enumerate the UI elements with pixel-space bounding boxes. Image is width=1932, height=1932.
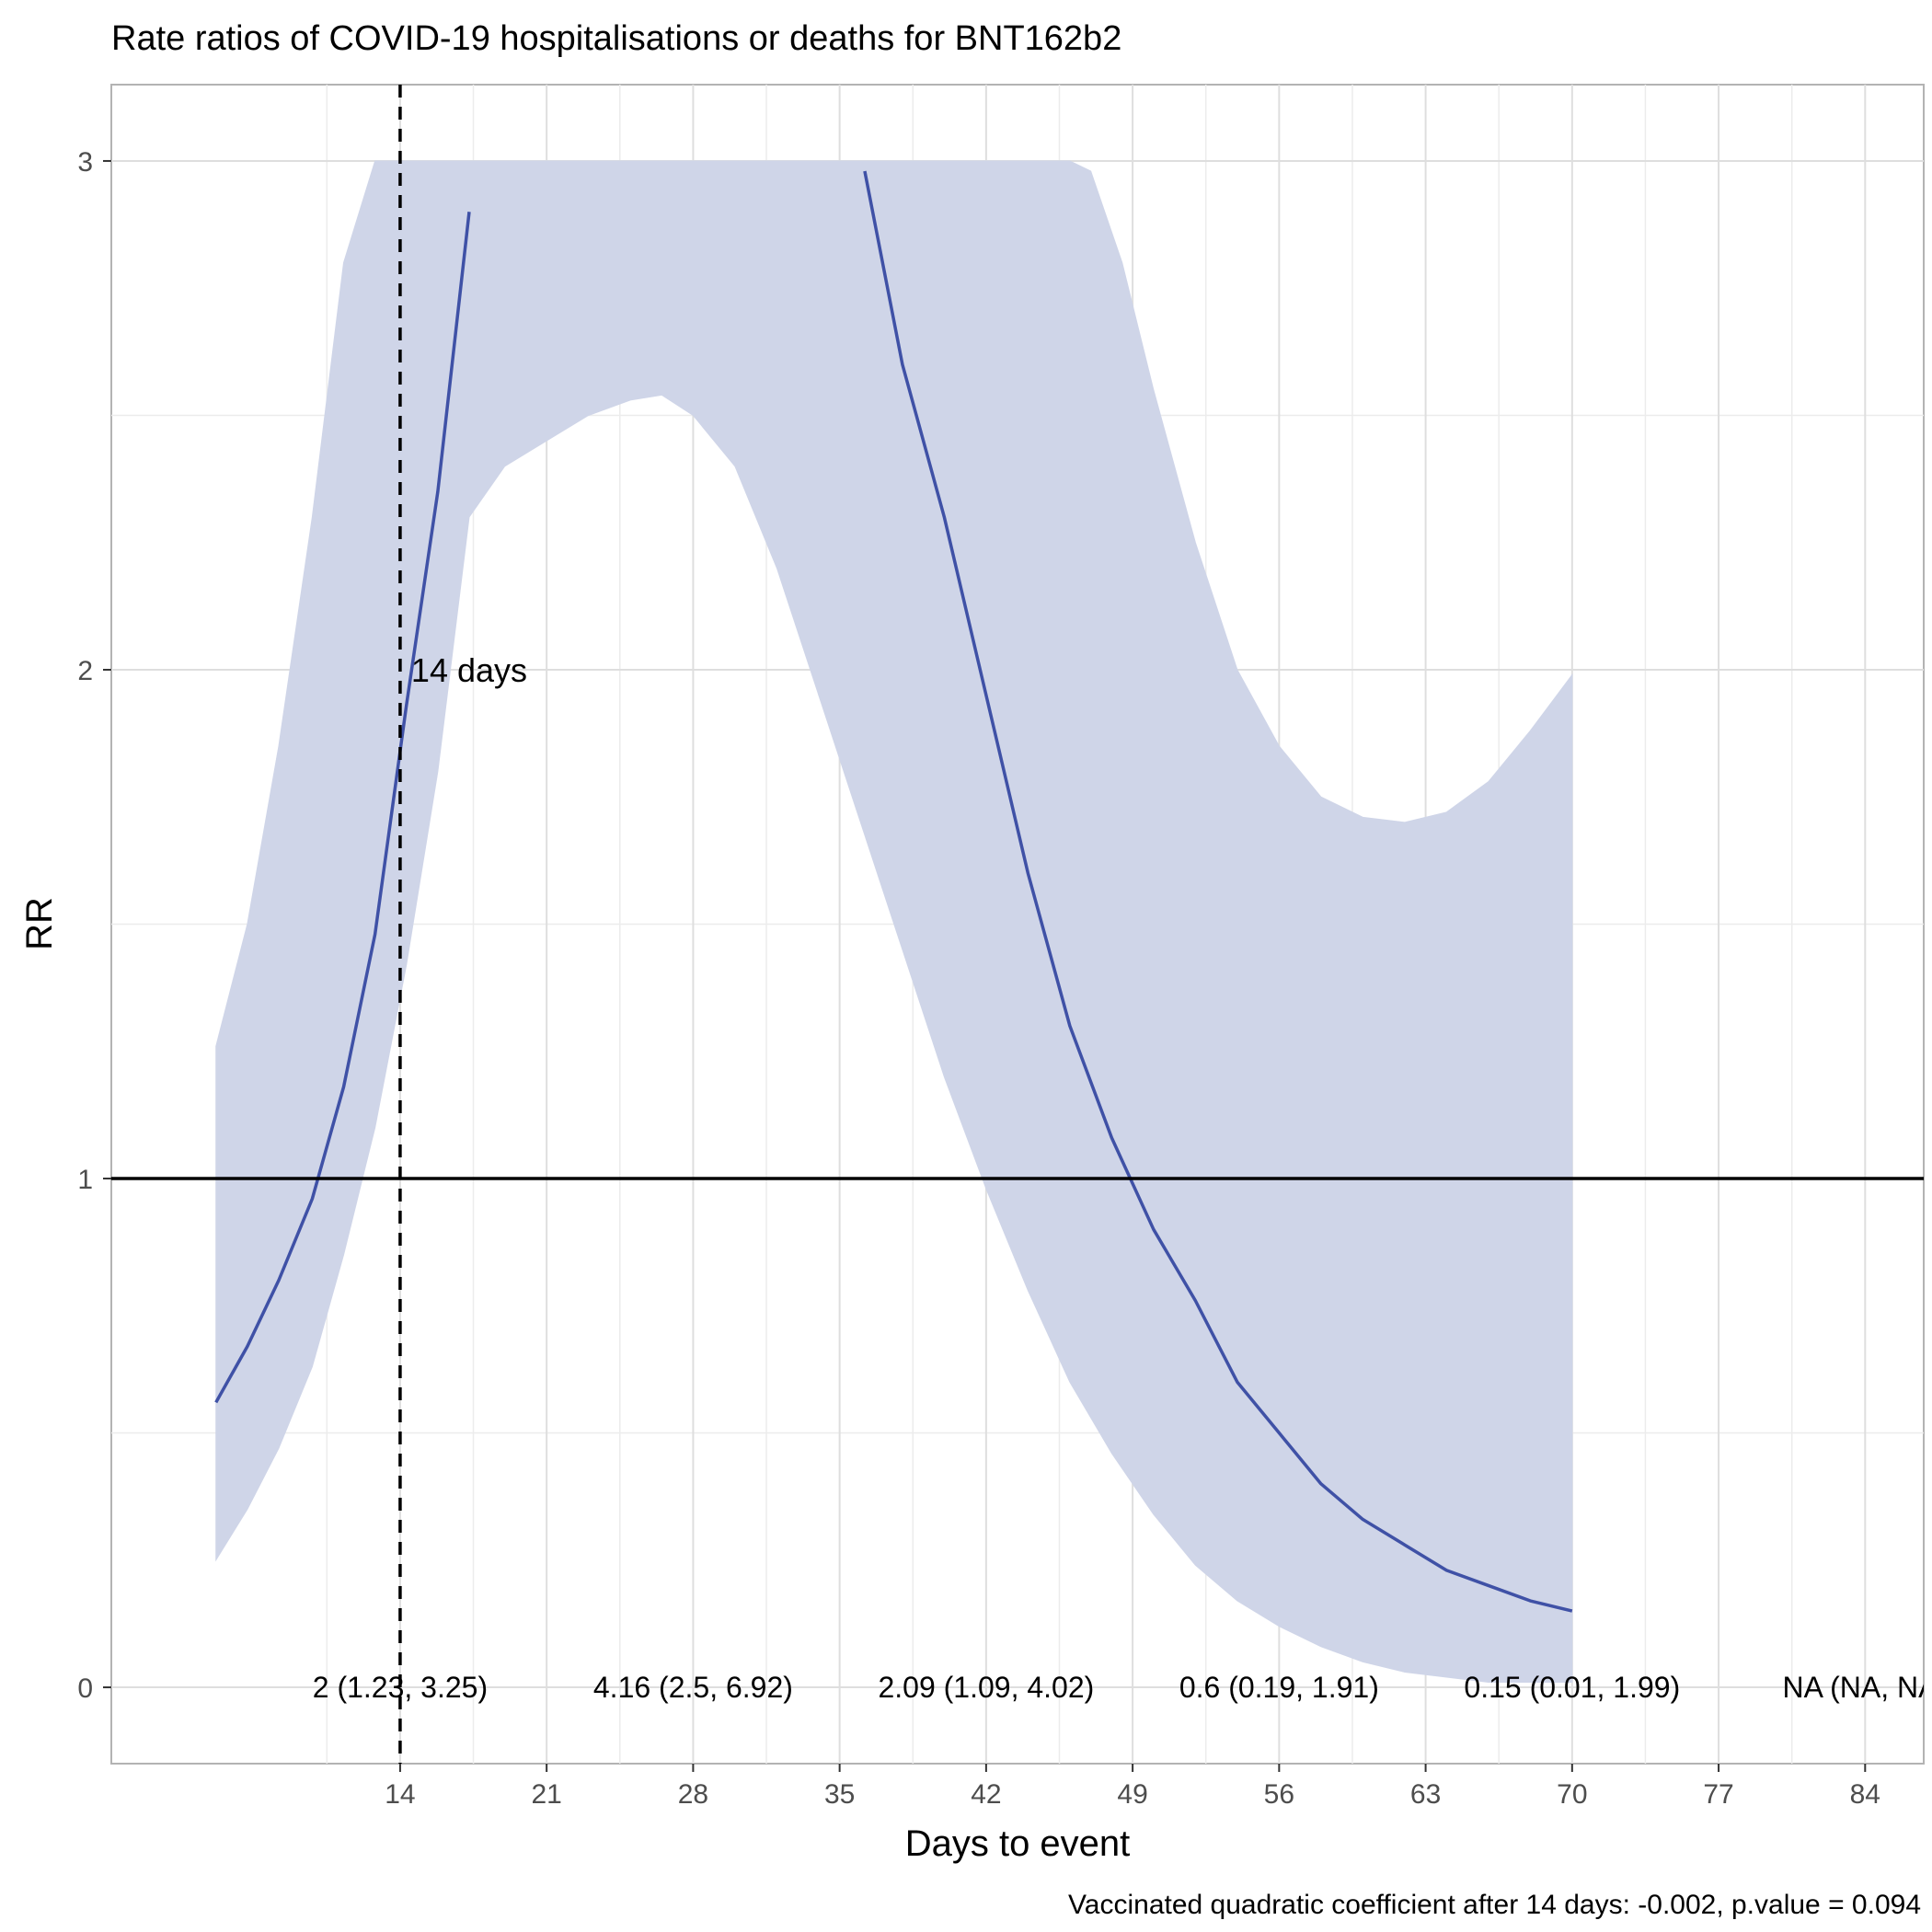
x-tick-label-49: 49 xyxy=(1117,1779,1147,1810)
y-tick-label-0: 0 xyxy=(77,1673,93,1704)
x-axis-ticks: 14 21 28 35 42 49 56 63 70 77 84 xyxy=(385,1764,1880,1810)
x-tick-label-56: 56 xyxy=(1264,1779,1294,1810)
estimate-label-0: 2 (1.23, 3.25) xyxy=(313,1671,488,1704)
vertical-line-label: 14 days xyxy=(411,651,527,689)
x-tick-label-84: 84 xyxy=(1850,1779,1880,1810)
x-tick-label-35: 35 xyxy=(824,1779,855,1810)
x-tick-label-70: 70 xyxy=(1557,1779,1587,1810)
x-tick-label-14: 14 xyxy=(385,1779,415,1810)
rate-ratio-lines xyxy=(214,170,1573,1613)
chart-title: Rate ratios of COVID-19 hospitalisations… xyxy=(111,19,1121,58)
confidence-bands xyxy=(215,160,1573,1684)
x-tick-label-77: 77 xyxy=(1703,1779,1733,1810)
caption: Vaccinated quadratic coefficient after 1… xyxy=(1068,1890,1921,1920)
estimate-annotations: 2 (1.23, 3.25) 4.16 (2.5, 6.92) 2.09 (1.09… xyxy=(313,1671,1932,1704)
confidence-band-2 xyxy=(468,160,820,696)
rr-line-1 xyxy=(214,212,471,1404)
x-tick-label-28: 28 xyxy=(678,1779,708,1810)
y-axis-title: RR xyxy=(19,897,60,950)
estimate-label-5: NA (NA, NA) xyxy=(1783,1671,1932,1704)
x-tick-label-42: 42 xyxy=(971,1779,1001,1810)
estimate-label-2: 2.09 (1.09, 4.02) xyxy=(878,1671,1094,1704)
estimate-label-3: 0.6 (0.19, 1.91) xyxy=(1179,1671,1379,1704)
y-axis-ticks: 0 1 2 3 xyxy=(77,147,111,1704)
y-tick-label-2: 2 xyxy=(77,656,93,686)
x-tick-label-21: 21 xyxy=(531,1779,561,1810)
estimate-label-1: 4.16 (2.5, 6.92) xyxy=(593,1671,793,1704)
y-tick-label-1: 1 xyxy=(77,1165,93,1195)
x-axis-title: Days to event xyxy=(905,1823,1131,1864)
rr-line-3 xyxy=(863,170,1573,1613)
estimate-label-4: 0.15 (0.01, 1.99) xyxy=(1464,1671,1680,1704)
y-tick-label-3: 3 xyxy=(77,147,93,178)
x-tick-label-63: 63 xyxy=(1410,1779,1441,1810)
